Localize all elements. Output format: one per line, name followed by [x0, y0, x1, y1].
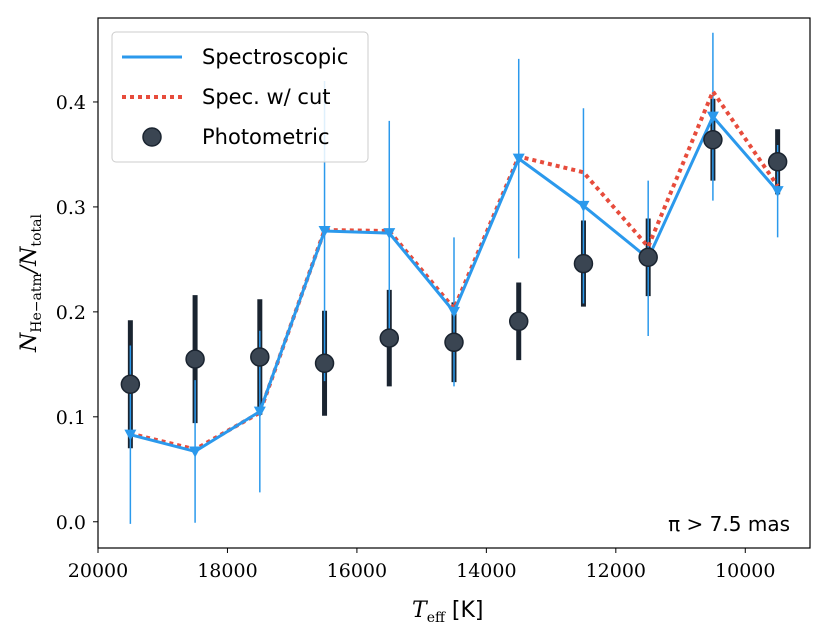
y-axis-label: NHe−atm/Ntotal	[17, 214, 45, 353]
spectroscopic-point	[124, 429, 137, 441]
y-tick-label: 0.4	[56, 92, 86, 114]
photometric-point	[508, 311, 529, 332]
x-tick-label: 10000	[715, 560, 775, 582]
svg-text:Teff [K]: Teff [K]	[412, 598, 484, 626]
spectroscopic-point	[318, 226, 331, 238]
annotation: π > 7.5 mas	[668, 512, 790, 536]
spectroscopic-point	[771, 186, 784, 198]
x-axis-label: Teff [K]	[412, 598, 484, 626]
spectroscopic-point	[706, 111, 719, 123]
photometric-point	[703, 129, 723, 150]
y-tick-label: 0.1	[56, 407, 86, 429]
photometric-point	[573, 253, 594, 274]
axes: 20000 18000 16000 14000 12000 10000 0.0 0.1 0.2 0…	[56, 92, 776, 582]
x-tick-label: 16000	[327, 560, 387, 582]
y-tick-label: 0.0	[56, 512, 86, 534]
photometric-point	[250, 347, 270, 367]
spectroscopic-point	[189, 446, 202, 458]
x-tick-label: 18000	[197, 560, 257, 582]
photometric-point	[185, 349, 205, 369]
x-tick-label: 20000	[68, 560, 128, 582]
x-tick-label: 12000	[586, 560, 646, 582]
x-tick-label: 14000	[456, 560, 516, 582]
photometric-point	[444, 332, 464, 353]
photometric-point	[638, 247, 658, 268]
legend: Spectroscopic Spec. w/ cut Photometric	[111, 31, 369, 163]
photometric-point	[379, 328, 400, 348]
spectroscopic-point	[512, 153, 525, 165]
y-tick-label: 0.2	[56, 302, 86, 324]
spectroscopic-point	[577, 200, 590, 212]
spectroscopic-point	[383, 228, 396, 240]
legend-box	[111, 31, 369, 163]
legend-label-spec-cut: Spec. w/ cut	[202, 85, 331, 109]
svg-text:NHe−atm/Ntotal: NHe−atm/Ntotal	[17, 214, 45, 353]
photometric-point	[314, 353, 335, 374]
plot-frame	[97, 17, 811, 549]
legend-label-photometric: Photometric	[202, 125, 330, 149]
spectroscopic-point	[253, 406, 266, 418]
plot-area	[120, 32, 788, 524]
photometric-point	[120, 374, 141, 395]
legend-swatch-photometric	[142, 127, 162, 147]
legend-label-spectroscopic: Spectroscopic	[202, 45, 348, 69]
spectroscopic-point	[448, 306, 460, 318]
photometric-point	[767, 152, 788, 172]
y-tick-label: 0.3	[56, 197, 86, 219]
